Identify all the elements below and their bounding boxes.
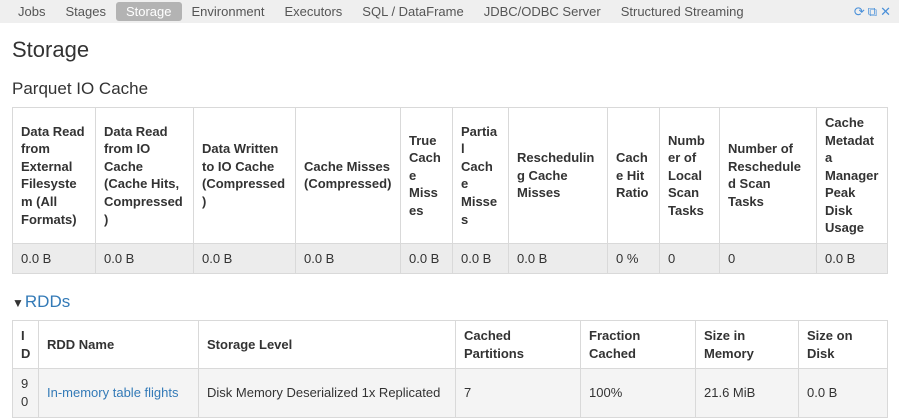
rdd-id-cell: 90 [12, 368, 39, 418]
table-cell: 0 [659, 242, 720, 275]
open-new-window-icon[interactable]: ⧉ [867, 3, 878, 19]
tab-executors[interactable]: Executors [284, 4, 343, 19]
fraction-cached-cell: 100% [580, 368, 696, 418]
table-cell: 0.0 B [400, 242, 453, 275]
column-header: Cached Partitions [455, 320, 581, 370]
column-header: Storage Level [198, 320, 456, 370]
column-header: RDD Name [38, 320, 199, 370]
navbar-controls: ⟳ ⧉ ✕ [854, 4, 891, 20]
top-navbar: Jobs Stages Storage Environment Executor… [0, 0, 899, 23]
rdds-section-toggle[interactable]: ▼RDDs [12, 292, 887, 312]
table-cell: 0.0 B [508, 242, 608, 275]
column-header: Cache Hit Ratio [607, 107, 660, 244]
rdds-table: ID RDD Name Storage Level Cached Partiti… [12, 320, 888, 418]
table-cell: 0 % [607, 242, 660, 275]
table-cell: 0.0 B [295, 242, 401, 275]
tab-jdbc-odbc-server[interactable]: JDBC/ODBC Server [483, 4, 601, 19]
column-header: True Cache Misses [400, 107, 453, 244]
refresh-icon[interactable]: ⟳ [853, 3, 865, 19]
rdd-name-link[interactable]: In-memory table flights [47, 385, 179, 401]
table-row: 90 In-memory table flights Disk Memory D… [12, 368, 888, 418]
tab-environment[interactable]: Environment [191, 4, 265, 19]
rdds-header-row: ID RDD Name Storage Level Cached Partiti… [12, 320, 888, 370]
page-title: Storage [12, 37, 90, 62]
tab-storage[interactable]: Storage [115, 2, 182, 21]
rdds-section-title: RDDs [24, 292, 71, 312]
column-header: Number of Local Scan Tasks [659, 107, 720, 244]
column-header: ID [12, 320, 39, 370]
column-header: Partial Cache Misses [452, 107, 509, 244]
table-cell: 0.0 B [95, 242, 194, 275]
parquet-header-row: Data Read from External Filesystem (All … [12, 107, 888, 244]
parquet-io-cache-section-title: Parquet IO Cache [12, 79, 149, 98]
column-header: Fraction Cached [580, 320, 696, 370]
table-cell: 0.0 B [452, 242, 509, 275]
column-header: Number of Rescheduled Scan Tasks [719, 107, 817, 244]
chevron-down-icon: ▼ [12, 296, 24, 311]
close-icon[interactable]: ✕ [880, 3, 891, 19]
table-row: 0.0 B 0.0 B 0.0 B 0.0 B 0.0 B 0.0 B 0.0 … [12, 242, 888, 275]
table-cell: 0.0 B [193, 242, 296, 275]
size-on-disk-cell: 0.0 B [798, 368, 888, 418]
rdd-name-cell: In-memory table flights [38, 368, 199, 418]
table-cell: 0 [719, 242, 817, 275]
tab-sql-dataframe[interactable]: SQL / DataFrame [362, 4, 464, 19]
tab-stages[interactable]: Stages [65, 4, 106, 19]
column-header: Size on Disk [798, 320, 888, 370]
table-cell: 0.0 B [816, 242, 888, 275]
column-header: Data Written to IO Cache (Compressed) [193, 107, 296, 244]
column-header: Cache Misses (Compressed) [295, 107, 401, 244]
size-in-memory-cell: 21.6 MiB [695, 368, 799, 418]
cached-partitions-cell: 7 [455, 368, 581, 418]
table-cell: 0.0 B [12, 242, 96, 275]
column-header: Data Read from IO Cache (Cache Hits, Com… [95, 107, 194, 244]
tab-jobs[interactable]: Jobs [18, 4, 46, 19]
column-header: Data Read from External Filesystem (All … [12, 107, 96, 244]
column-header: Rescheduling Cache Misses [508, 107, 608, 244]
column-header: Size in Memory [695, 320, 799, 370]
parquet-io-cache-table: Data Read from External Filesystem (All … [12, 107, 888, 275]
column-header: Cache Metadata Manager Peak Disk Usage [816, 107, 888, 244]
storage-level-cell: Disk Memory Deserialized 1x Replicated [198, 368, 456, 418]
tab-structured-streaming[interactable]: Structured Streaming [620, 4, 744, 19]
